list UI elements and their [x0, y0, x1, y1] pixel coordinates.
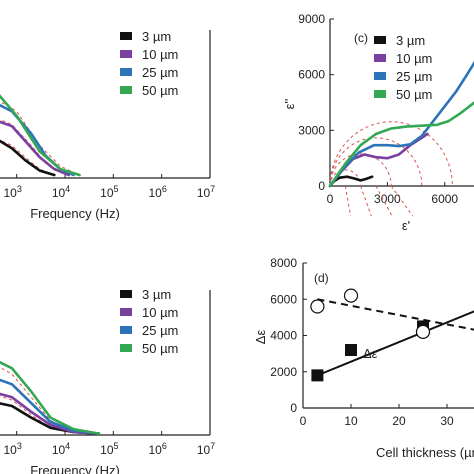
x-tick-label: 105	[100, 184, 118, 200]
fit-arc-tail	[344, 185, 352, 217]
panel-label: (c)	[354, 31, 368, 45]
x-tick-label: 105	[100, 441, 118, 457]
x-axis-title: Frequency (Hz)	[30, 206, 120, 221]
legend-swatch	[120, 32, 132, 40]
data-point-square	[311, 369, 324, 382]
y-tick-label: 0	[318, 179, 325, 193]
x-tick-exponent: 4	[65, 184, 70, 194]
x-tick-label: 20	[392, 414, 406, 428]
panel-top-right: 0 3000 6000 9000 0 3000 6000 (c) ε' ε'' 3 µm 10 µm 2…	[282, 12, 474, 233]
x-tick-label: 107	[197, 184, 215, 200]
legend-swatch	[374, 36, 386, 44]
legend-swatch	[120, 308, 132, 316]
series-line	[0, 360, 101, 435]
data-point-circle	[343, 288, 359, 303]
legend-label: 3 µm	[396, 33, 425, 48]
legend-swatch	[120, 68, 132, 76]
y-tick-label: 8000	[270, 256, 297, 270]
x-axis-title: Cell thickness (µm	[376, 445, 474, 460]
legend-label: 25 µm	[142, 65, 178, 80]
y-tick-label: 6000	[270, 292, 297, 306]
x-tick-exponent: 4	[65, 441, 70, 451]
x-tick-exponent: 6	[162, 441, 167, 451]
panel-bottom-right: 0 2000 4000 6000 8000 0 10 20 30 (d) Δε Cell thickn…	[253, 256, 474, 460]
x-tick-exponent: 7	[210, 441, 215, 451]
x-tick-exponent: 3	[17, 441, 22, 451]
legend-swatch	[120, 50, 132, 58]
fit-arc-tail	[360, 185, 372, 217]
x-tick-label: 106	[148, 441, 166, 457]
y-tick-label: 2000	[270, 365, 297, 379]
x-tick-label: 103	[3, 441, 21, 457]
x-tick-label: 104	[52, 184, 70, 200]
legend-label: 10 µm	[396, 51, 432, 66]
y-tick-label: 0	[290, 401, 297, 415]
series-line	[0, 139, 56, 177]
series-line	[0, 120, 71, 177]
x-tick-label: 0	[327, 192, 334, 206]
x-tick-exponent: 5	[114, 441, 119, 451]
x-tick-exponent: 7	[210, 184, 215, 194]
fit-line	[317, 310, 474, 377]
legend-label: 50 µm	[142, 83, 178, 98]
series-line	[0, 378, 101, 435]
y-axis-title: Δε	[253, 330, 268, 345]
fit-arc	[329, 137, 423, 187]
y-tick-label: 4000	[270, 329, 297, 343]
series-line	[328, 101, 474, 188]
legend-label: 3 µm	[142, 29, 171, 44]
fit-arc-tail	[390, 185, 414, 217]
x-axis-title: Frequency (Hz)	[30, 463, 120, 474]
x-tick-label: 3000	[374, 192, 401, 206]
legend-label: 10 µm	[142, 305, 178, 320]
panel-bottom-left: 103 104 105 106 107 Frequency (Hz) 3 µm 10 µm 25…	[0, 287, 215, 474]
x-tick-label: 0	[300, 414, 307, 428]
legend-label: 3 µm	[142, 287, 171, 302]
fit-line	[317, 298, 474, 331]
legend-swatch	[374, 90, 386, 98]
legend-swatch	[374, 54, 386, 62]
legend-swatch	[374, 72, 386, 80]
legend-swatch	[120, 290, 132, 298]
x-tick-label: 30	[440, 414, 454, 428]
legend-label: 50 µm	[142, 341, 178, 356]
panel-label: (d)	[314, 271, 329, 285]
x-tick-exponent: 5	[114, 184, 119, 194]
x-tick-label: 106	[148, 184, 166, 200]
data-point-square	[345, 344, 357, 356]
legend-label: 25 µm	[396, 69, 432, 84]
x-tick-exponent: 3	[17, 184, 22, 194]
x-tick-label: 6000	[431, 192, 458, 206]
legend-swatch	[120, 86, 132, 94]
data-point-circle	[310, 299, 325, 314]
series-line	[328, 60, 474, 188]
y-axis-title: ε''	[282, 99, 297, 110]
y-tick-label: 3000	[298, 123, 325, 137]
x-tick-exponent: 6	[162, 184, 167, 194]
legend-label: 50 µm	[396, 87, 432, 102]
series-line	[0, 103, 75, 177]
fit-arc	[329, 121, 453, 187]
x-tick-label: 107	[197, 441, 215, 457]
x-axis-title: ε'	[402, 218, 410, 233]
y-tick-label: 9000	[298, 12, 325, 26]
annotation-label: Δε	[363, 346, 378, 361]
legend-label: 10 µm	[142, 47, 178, 62]
x-tick-label: 103	[3, 184, 21, 200]
x-tick-label: 104	[52, 441, 70, 457]
legend-swatch	[120, 326, 132, 334]
y-tick-label: 6000	[298, 68, 325, 82]
legend-swatch	[120, 344, 132, 352]
series-line	[0, 94, 81, 177]
x-tick-label: 10	[344, 414, 358, 428]
fit-arc	[329, 153, 392, 187]
panel-top-left: 103 104 105 106 107 Frequency (Hz) 3 µm 10 µm 25…	[0, 29, 215, 221]
legend-label: 25 µm	[142, 323, 178, 338]
series-line	[0, 392, 101, 435]
data-point-circle	[415, 324, 431, 339]
